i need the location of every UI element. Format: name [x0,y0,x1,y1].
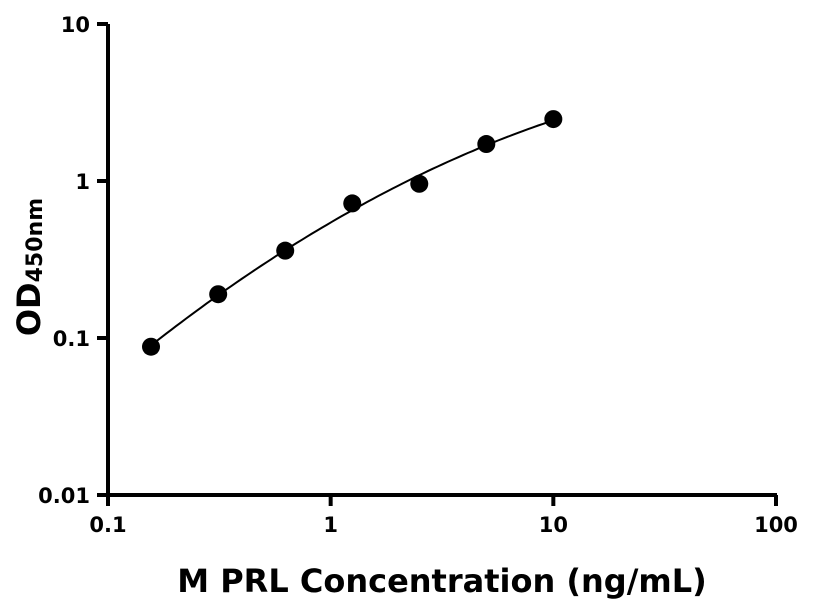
y-axis-label-sub: 450nm [23,198,48,283]
y-tick-label: 0.1 [53,327,90,351]
data-point [142,337,161,356]
y-tick-label: 1 [75,170,90,194]
axes [106,24,777,497]
y-tick-label: 0.01 [38,484,90,508]
y-axis-label-main: OD [10,282,48,336]
y-axis-label: OD450nm [10,198,48,336]
x-tick-label: 0.1 [89,513,126,537]
data-point [477,135,496,154]
x-tick-label: 1 [323,513,338,537]
data-point [544,110,563,129]
tick-group: 0.1 1 10 100 0.01 0.1 1 10 [38,13,798,537]
x-tick-label: 10 [539,513,568,537]
data-point [343,194,362,213]
x-tick-label: 100 [754,513,798,537]
data-point [276,241,295,260]
data-points [142,110,563,356]
y-tick-label: 10 [61,13,90,37]
data-point [410,174,429,193]
x-axis-label: M PRL Concentration (ng/mL) [177,562,707,600]
data-point [209,285,228,304]
fit-curve [150,119,554,347]
